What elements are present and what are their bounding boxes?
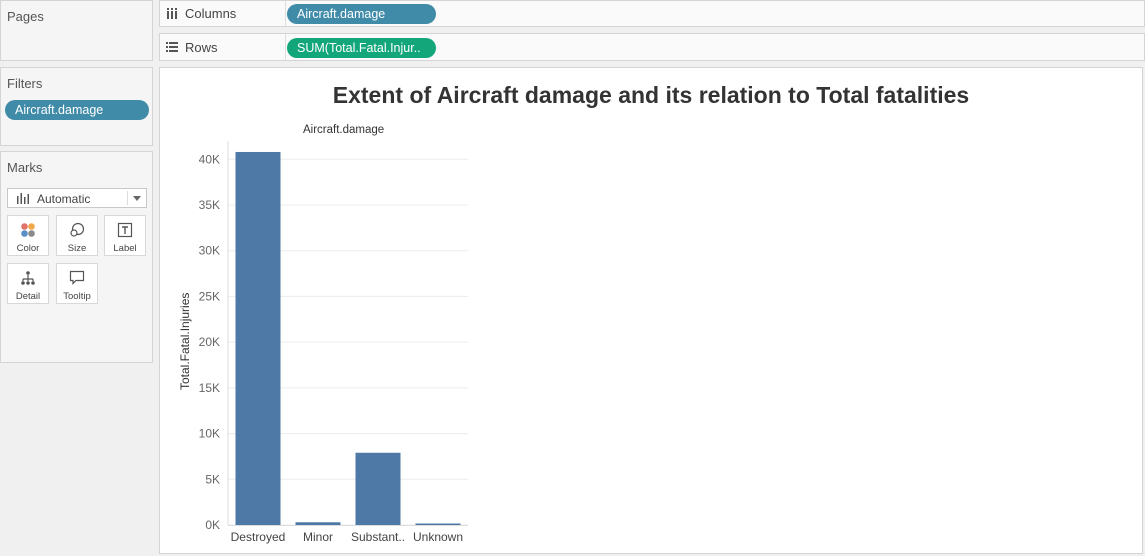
bar-destroyed: [235, 151, 281, 525]
tooltip-button[interactable]: Tooltip: [56, 263, 98, 304]
size-button[interactable]: Size: [56, 215, 98, 256]
view-canvas[interactable]: Extent of Aircraft damage and its relati…: [159, 67, 1143, 554]
y-tick-label: 30K: [199, 244, 220, 258]
mark-type-value: Automatic: [37, 192, 91, 206]
x-tick-label: Destroyed: [231, 530, 286, 544]
marks-panel: Marks Automatic Color Size: [0, 151, 153, 363]
label-button[interactable]: Label: [104, 215, 146, 256]
columns-shelf-label: Columns: [166, 1, 236, 26]
rows-shelf[interactable]: Rows SUM(Total.Fatal.Injur..: [159, 33, 1145, 61]
x-tick-label: Minor: [303, 530, 333, 544]
marks-title: Marks: [7, 160, 43, 175]
y-tick-label: 5K: [205, 472, 220, 486]
rows-pill[interactable]: SUM(Total.Fatal.Injur..: [287, 38, 436, 58]
filters-panel: Filters Aircraft.damage: [0, 67, 153, 146]
color-icon: [21, 223, 35, 237]
column-header: Aircraft.damage: [303, 124, 385, 136]
color-button[interactable]: Color: [7, 215, 49, 256]
rows-shelf-label: Rows: [166, 34, 218, 60]
columns-label: Columns: [185, 6, 237, 21]
rows-icon: [166, 42, 178, 52]
tooltip-icon: [69, 270, 85, 285]
label-label: Label: [113, 243, 137, 254]
tooltip-label: Tooltip: [63, 291, 91, 302]
detail-label: Detail: [15, 291, 41, 302]
rows-label: Rows: [185, 39, 218, 55]
chevron-down-icon[interactable]: [133, 196, 141, 201]
size-label: Size: [67, 243, 87, 254]
bar-minor: [295, 522, 341, 525]
x-tick-label: Unknown: [413, 530, 463, 544]
y-tick-label: 25K: [199, 289, 220, 303]
columns-icon: [167, 7, 177, 19]
bar-chart-icon: [17, 193, 29, 204]
size-icon: [70, 222, 85, 237]
y-tick-label: 20K: [199, 335, 220, 349]
detail-button[interactable]: Detail: [7, 263, 49, 304]
filters-title: Filters: [7, 76, 43, 91]
chart-title: Extent of Aircraft damage and its relati…: [332, 82, 970, 108]
detail-icon: [21, 271, 35, 285]
columns-shelf[interactable]: Columns Aircraft.damage: [159, 0, 1145, 27]
mark-type-dropdown[interactable]: Automatic: [7, 188, 147, 208]
x-tick-label: Substant..: [351, 530, 405, 544]
columns-pill[interactable]: Aircraft.damage: [287, 4, 436, 24]
pages-title: Pages: [7, 9, 44, 24]
color-label: Color: [16, 243, 40, 254]
label-icon: [117, 222, 133, 238]
bar-chart: 0K 5K 10K 15K 20K 25K 30K 35K 40K Destroyed Minor S…: [199, 141, 468, 544]
y-tick-label: 40K: [199, 152, 220, 166]
y-tick-label: 10K: [199, 427, 220, 441]
pages-panel: Pages: [0, 0, 153, 61]
y-tick-label: 0K: [205, 518, 220, 532]
y-tick-label: 35K: [199, 198, 220, 212]
bar-unknown: [415, 523, 461, 525]
y-tick-label: 15K: [199, 381, 220, 395]
bar-substant: [355, 452, 401, 525]
filter-pill-aircraft-damage[interactable]: Aircraft.damage: [5, 100, 149, 120]
